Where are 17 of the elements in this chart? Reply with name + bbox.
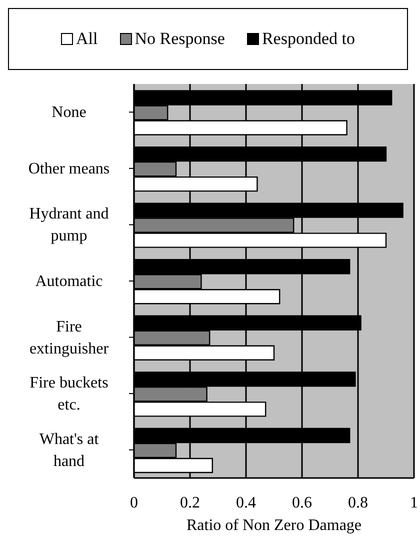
y-tick-label: None (52, 104, 86, 121)
x-tick-label: 0.4 (236, 494, 256, 512)
y-tick-label: What's at hand (39, 430, 100, 470)
legend-label: Responded to (262, 29, 355, 49)
x-axis-title: Ratio of Non Zero Damage (186, 517, 362, 534)
y-tick-label: Fire extinguisher (29, 318, 110, 357)
y-tick-label: Hydrant and pump (29, 205, 109, 244)
x-tick-label: 1 (410, 494, 418, 512)
y-tick-label: Other means (28, 160, 110, 177)
x-tick-label: 0.8 (348, 494, 368, 512)
x-tick-label: 0.2 (180, 494, 200, 512)
legend-label: No Response (134, 29, 225, 49)
y-tick-label: Automatic (35, 272, 103, 290)
x-tick-label: 0 (130, 494, 138, 512)
legend-label: All (76, 29, 98, 49)
y-tick-label: Fire buckets etc. (30, 374, 108, 414)
x-tick-label: 0.6 (292, 494, 312, 512)
